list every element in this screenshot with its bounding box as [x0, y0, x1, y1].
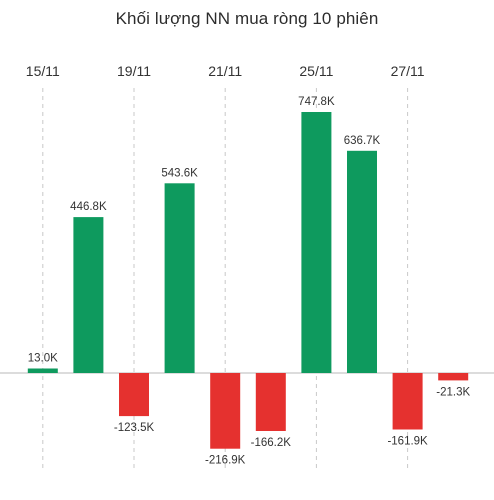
data-label: -21.3K	[436, 386, 470, 398]
data-label: -166.2K	[251, 437, 292, 449]
data-label: -161.9K	[387, 436, 428, 448]
bar-19-11[interactable]	[119, 373, 149, 417]
bar-27-11[interactable]	[392, 373, 423, 430]
bar-20-11[interactable]	[164, 183, 195, 373]
data-label: 446.8K	[70, 201, 107, 213]
bar-21-11[interactable]	[210, 373, 241, 449]
chart-title: Khối lượng NN mua ròng 10 phiên	[115, 9, 379, 28]
x-tick-label: 27/11	[391, 63, 425, 79]
bar-26-11[interactable]	[347, 150, 377, 373]
x-tick-label: 25/11	[299, 63, 333, 79]
data-label: 13.0K	[28, 353, 58, 365]
data-label: -216.9K	[205, 455, 246, 467]
data-label: 747.8K	[298, 96, 335, 108]
x-tick-label: 21/11	[208, 63, 242, 79]
data-label: -123.5K	[114, 422, 155, 434]
bar-16-11[interactable]	[73, 217, 104, 373]
data-label: 543.6K	[161, 167, 198, 179]
x-tick-label: 19/11	[117, 63, 151, 79]
data-label: 636.7K	[344, 135, 381, 147]
bar-28-11[interactable]	[438, 373, 469, 381]
bar-22-11[interactable]	[255, 373, 286, 431]
x-tick-label: 15/11	[26, 63, 60, 79]
bar-25-11[interactable]	[301, 112, 332, 373]
bar-15-11[interactable]	[27, 368, 58, 374]
